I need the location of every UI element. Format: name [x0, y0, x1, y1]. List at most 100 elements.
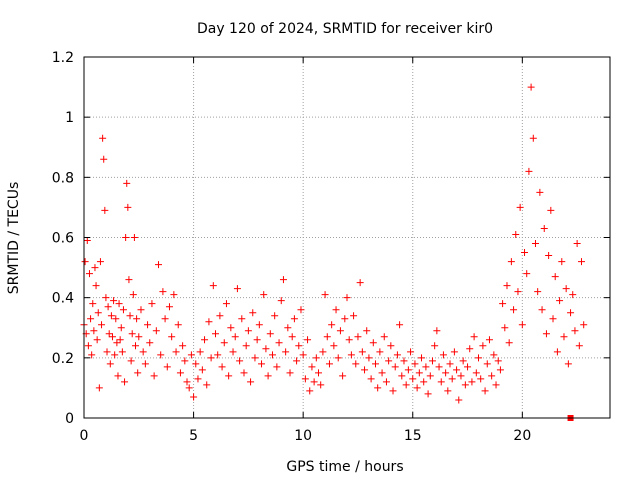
data-point — [391, 363, 399, 371]
data-point — [262, 345, 270, 353]
data-point — [102, 294, 110, 302]
data-point — [325, 360, 333, 368]
data-point — [201, 336, 209, 344]
data-point — [575, 342, 583, 350]
data-point — [183, 378, 191, 386]
data-point — [108, 333, 116, 341]
data-point — [424, 390, 432, 398]
data-point — [253, 336, 261, 344]
data-point — [130, 234, 138, 241]
data-point — [468, 378, 476, 386]
data-point — [275, 339, 283, 347]
data-point — [404, 366, 412, 374]
data-point — [422, 363, 430, 371]
data-point — [426, 372, 434, 380]
data-point — [139, 348, 147, 356]
data-point — [433, 327, 441, 335]
x-tick-label: 10 — [294, 428, 312, 444]
data-point — [455, 396, 463, 404]
data-point — [442, 369, 450, 377]
data-point — [290, 315, 298, 323]
data-point — [306, 387, 314, 395]
data-point — [85, 270, 93, 278]
y-tick-label: 0.4 — [52, 291, 74, 307]
data-point — [137, 306, 145, 314]
data-point — [361, 366, 369, 374]
data-point — [155, 261, 163, 269]
data-point — [378, 369, 386, 377]
data-point — [103, 348, 111, 356]
data-point — [529, 134, 537, 142]
data-point — [376, 348, 384, 356]
data-point — [273, 363, 281, 371]
data-point — [148, 300, 156, 308]
data-point — [96, 258, 104, 266]
data-point — [196, 348, 204, 356]
data-point — [198, 366, 206, 374]
data-point — [104, 303, 112, 311]
data-point — [496, 366, 504, 374]
data-point — [179, 342, 187, 350]
data-point — [83, 237, 91, 245]
data-point — [293, 357, 301, 365]
data-point — [133, 315, 141, 323]
data-point — [258, 360, 266, 368]
data-point — [428, 357, 436, 365]
data-point — [501, 324, 509, 332]
y-tick-label: 0 — [65, 411, 74, 427]
data-point — [111, 351, 119, 359]
data-point — [127, 357, 135, 365]
data-point — [122, 234, 130, 241]
data-point — [547, 206, 555, 214]
data-point — [571, 327, 579, 335]
data-point — [159, 288, 167, 296]
data-point — [194, 375, 202, 383]
y-axis-label: SRMTID / TECUs — [6, 182, 22, 295]
y-tick-label: 0.6 — [52, 231, 74, 247]
data-point — [249, 309, 257, 317]
data-point — [418, 354, 426, 362]
data-point — [308, 363, 316, 371]
data-point — [457, 372, 465, 380]
x-tick-label: 5 — [189, 428, 198, 444]
data-point — [578, 258, 586, 266]
data-point — [525, 167, 533, 175]
data-point — [512, 230, 520, 238]
data-point — [304, 336, 312, 344]
data-point — [98, 321, 106, 329]
data-point — [266, 330, 274, 338]
data-point — [144, 321, 152, 329]
data-point — [299, 351, 307, 359]
data-point — [371, 360, 379, 368]
data-point — [251, 354, 259, 362]
data-point — [494, 357, 502, 365]
data-point — [81, 258, 89, 266]
data-point — [132, 342, 140, 350]
data-point — [288, 333, 296, 341]
data-point — [218, 363, 226, 371]
data-point — [538, 306, 546, 314]
data-point — [114, 372, 122, 380]
data-point — [437, 378, 445, 386]
data-point — [176, 369, 184, 377]
data-point — [203, 381, 211, 389]
data-point — [396, 321, 404, 329]
data-point — [556, 297, 564, 305]
data-point — [464, 363, 472, 371]
data-point — [510, 306, 518, 314]
chart-title: Day 120 of 2024, SRMTID for receiver kir… — [197, 21, 493, 37]
data-point — [492, 381, 500, 389]
data-point — [545, 252, 553, 260]
data-point — [128, 330, 136, 338]
data-point — [334, 354, 342, 362]
data-point — [161, 315, 169, 323]
data-point — [358, 348, 366, 356]
data-point — [521, 249, 529, 257]
data-point — [470, 333, 478, 341]
data-point — [569, 291, 577, 299]
data-point — [393, 351, 401, 359]
data-point — [490, 351, 498, 359]
data-point — [354, 333, 362, 341]
data-point — [505, 339, 513, 347]
data-point — [181, 357, 189, 365]
